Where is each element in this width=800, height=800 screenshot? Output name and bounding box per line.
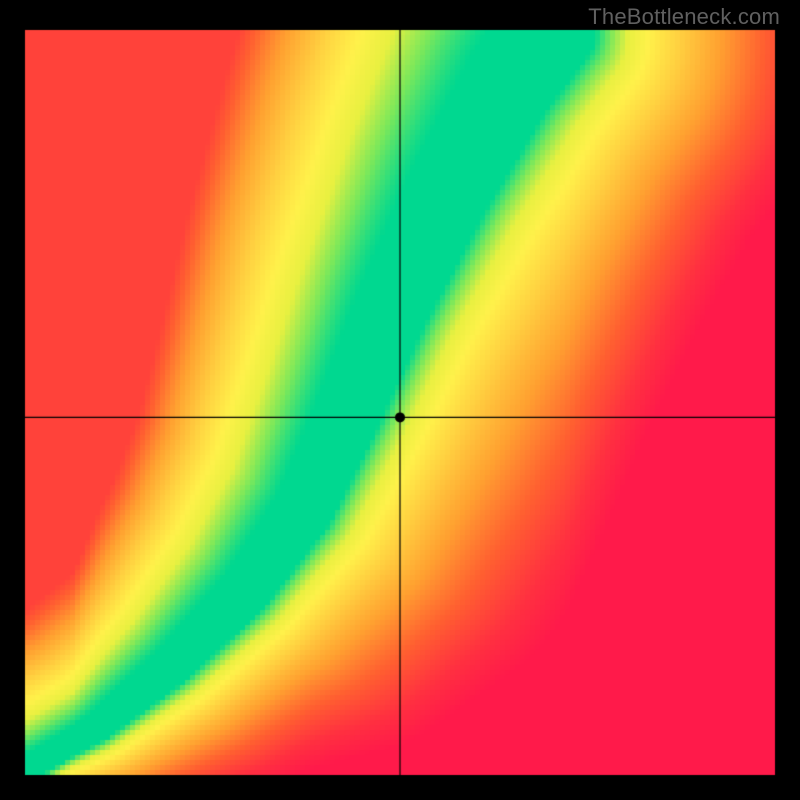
- watermark-text: TheBottleneck.com: [588, 4, 780, 30]
- bottleneck-heatmap: [0, 0, 800, 800]
